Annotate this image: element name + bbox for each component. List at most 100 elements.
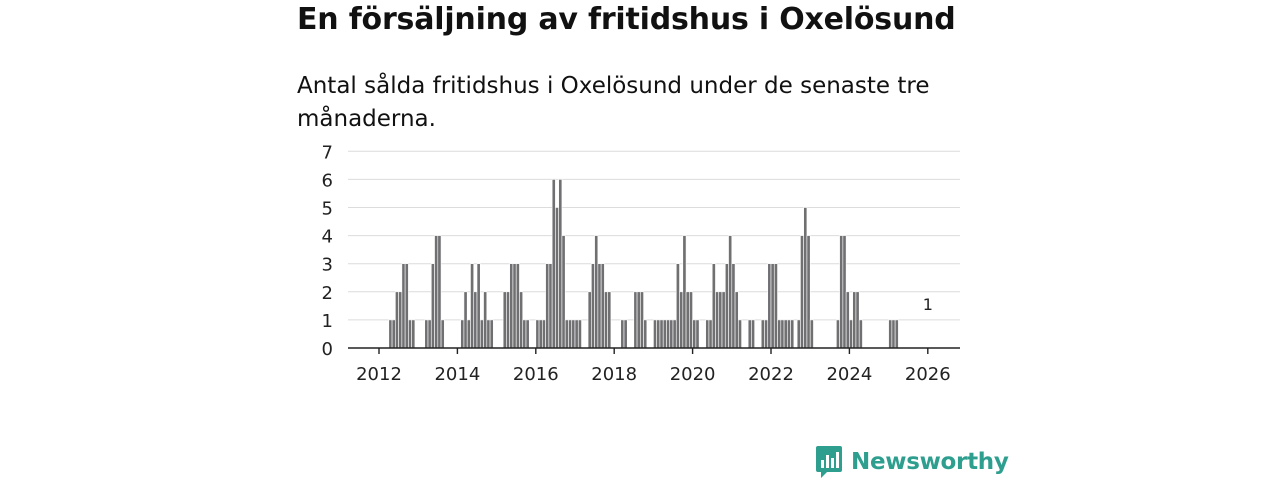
bar (695, 319, 700, 349)
bar (679, 291, 684, 349)
bar (806, 235, 811, 349)
bar (395, 291, 399, 349)
bar (398, 291, 403, 349)
bar (777, 319, 782, 349)
bar (545, 263, 550, 349)
bar (577, 319, 582, 349)
bar (594, 235, 599, 349)
bar (568, 319, 573, 349)
brand-name: Newsworthy (851, 449, 1009, 475)
bar (587, 291, 592, 349)
bar (666, 319, 671, 349)
bars (388, 179, 899, 349)
bar (773, 263, 778, 349)
y-tick-label: 1 (322, 311, 333, 332)
bar (855, 291, 860, 349)
bar (669, 319, 674, 349)
bar (852, 291, 857, 349)
bar (711, 263, 716, 349)
bar (689, 291, 693, 349)
bar (842, 235, 847, 349)
bar (515, 263, 520, 349)
x-tick-label: 2026 (905, 364, 951, 385)
bar (685, 291, 690, 349)
bar (479, 319, 484, 349)
bar (705, 319, 710, 349)
bar (434, 235, 439, 349)
bar (731, 263, 736, 349)
bar (558, 179, 563, 349)
data-labels: 1 (923, 295, 933, 314)
bar (486, 319, 491, 349)
bar (607, 291, 612, 349)
bar (470, 263, 475, 349)
bar (620, 319, 625, 349)
bar (640, 291, 644, 349)
x-tick-label: 2014 (434, 364, 480, 385)
bar (512, 263, 517, 349)
bar (440, 319, 445, 349)
y-tick-label: 4 (322, 227, 333, 248)
bar (715, 291, 720, 349)
data-label: 1 (923, 295, 933, 314)
bar (662, 319, 667, 349)
bar (604, 291, 608, 349)
bar (437, 235, 442, 349)
bar (891, 319, 896, 349)
bar (738, 319, 742, 349)
bar (672, 319, 677, 349)
bar (809, 319, 814, 349)
bar (675, 263, 680, 349)
bar (473, 291, 478, 349)
bar (408, 319, 412, 349)
bar (483, 291, 488, 349)
bar (894, 319, 899, 349)
x-tick-label: 2022 (748, 364, 794, 385)
bar (574, 319, 579, 349)
bar (561, 235, 566, 349)
bar (427, 319, 432, 349)
bar (476, 263, 481, 349)
bar (783, 319, 788, 349)
bar (764, 319, 769, 349)
bar (692, 319, 697, 349)
y-tick-label: 6 (322, 170, 333, 191)
bar (548, 263, 553, 349)
bar (845, 291, 850, 349)
x-tick-label: 2020 (670, 364, 716, 385)
chart-subtitle: Antal sålda fritidshus i Oxelösund under… (297, 73, 930, 132)
bar (796, 319, 801, 349)
x-axis-ticks: 2012 2014 2016 2018 2020 2022 2024 2026 (356, 348, 951, 385)
bar (519, 291, 524, 349)
bar (424, 319, 429, 349)
chart-title: En försäljning av fritidshus i Oxelösund (297, 2, 956, 37)
bar (522, 319, 527, 349)
bar (564, 319, 569, 349)
bar (391, 319, 396, 349)
bar (803, 207, 808, 349)
y-tick-label: 2 (322, 283, 333, 304)
bar (411, 319, 416, 349)
y-tick-label: 5 (322, 199, 333, 220)
bar (636, 291, 641, 349)
bar (800, 235, 804, 349)
bar (747, 319, 752, 349)
bar (460, 319, 465, 349)
bar (538, 319, 543, 349)
bar (682, 235, 687, 349)
bar (525, 319, 530, 349)
bar (551, 179, 556, 349)
bar (509, 263, 514, 349)
bar (787, 319, 791, 349)
bar (401, 263, 406, 349)
bar (623, 319, 628, 349)
bar (542, 319, 546, 349)
bar (555, 207, 559, 349)
bar (633, 291, 638, 349)
newsworthy-logo: Newsworthy (815, 445, 1009, 479)
bar (718, 291, 723, 349)
bar (571, 319, 576, 349)
bar (597, 263, 602, 349)
bar (404, 263, 409, 349)
bar (790, 319, 795, 349)
